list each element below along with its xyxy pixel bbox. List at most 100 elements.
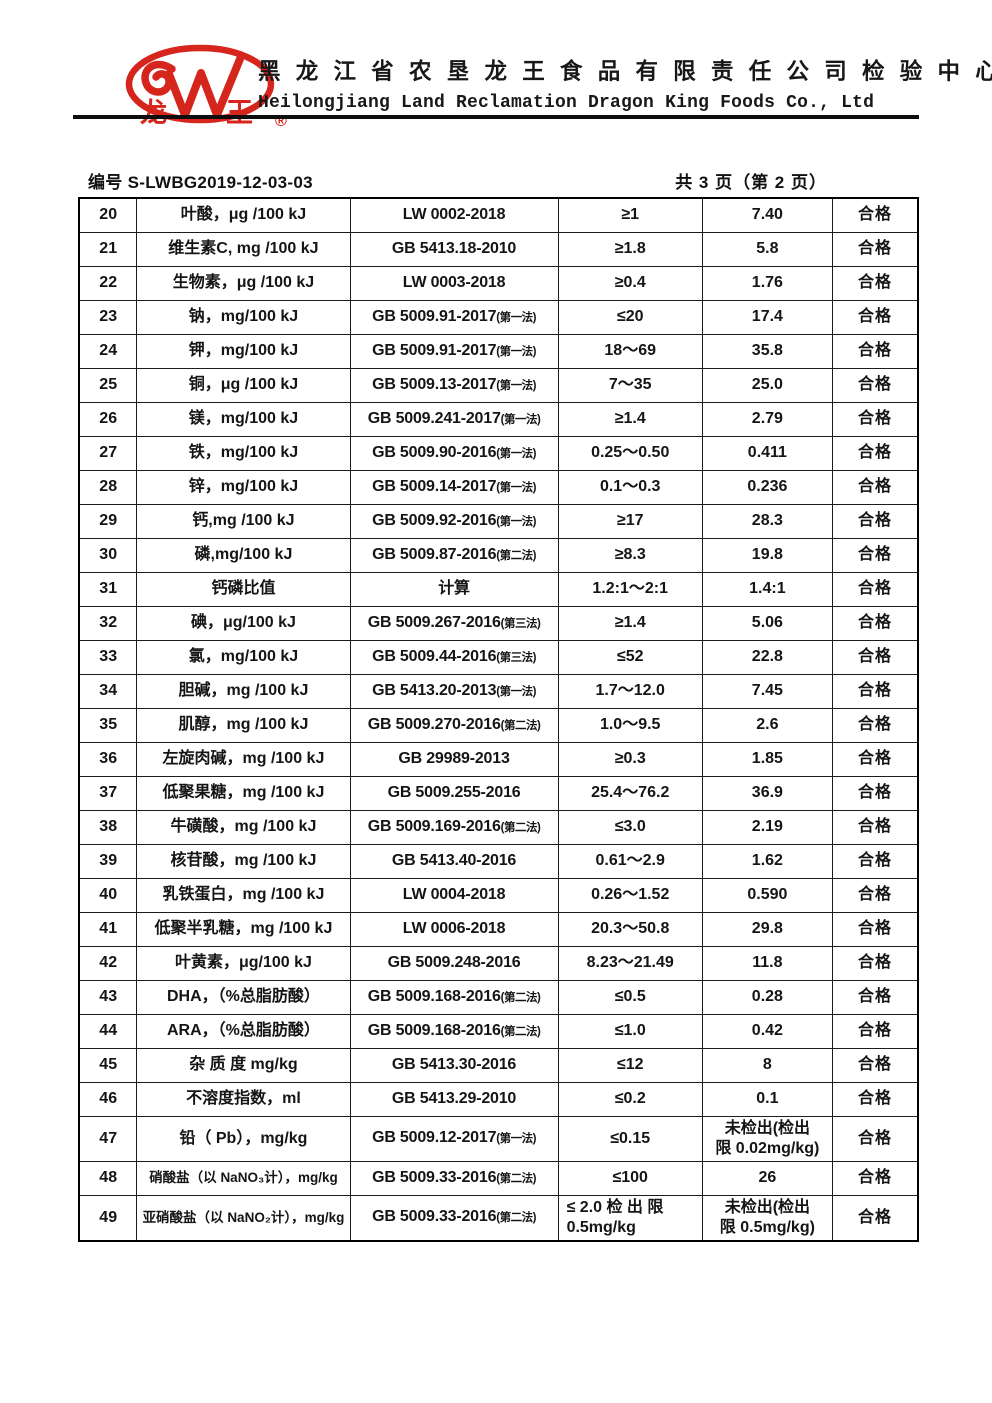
- method-standard-text: GB 5009.168-2016: [367, 1021, 501, 1039]
- company-titles: 黑 龙 江 省 农 垦 龙 王 食 品 有 限 责 任 公 司 检 验 中 心 …: [258, 54, 992, 113]
- table-row: 25 铜，μg /100 kJ GB 5009.13-2017(第一法) 7～3…: [78, 367, 919, 403]
- requirement-value: ≥1.4: [557, 605, 703, 641]
- result-value: 0.1: [701, 1081, 833, 1117]
- conclusion-value: 合格: [831, 911, 919, 947]
- row-number: 27: [78, 435, 138, 471]
- method-note: (第一法): [496, 447, 536, 460]
- requirement-value: ≤3.0: [557, 809, 703, 845]
- method-standard-text: GB 5009.255-2016: [387, 783, 521, 801]
- result-value: 35.8: [701, 333, 833, 369]
- result-value: 11.8: [701, 945, 833, 981]
- table-row: 32 碘，μg/100 kJ GB 5009.267-2016(第三法) ≥1.…: [78, 605, 919, 641]
- requirement-value: 1.0～9.5: [557, 707, 703, 743]
- method-standard-text: GB 5009.13-2017: [372, 375, 497, 393]
- method-standard-text: GB 5009.168-2016: [367, 987, 501, 1005]
- result-value: 0.590: [701, 877, 833, 913]
- method-standard-text: GB 5413.30-2016: [391, 1055, 517, 1073]
- table-row: 26 镁，mg/100 kJ GB 5009.241-2017(第一法) ≥1.…: [78, 401, 919, 437]
- item-name: 铁，mg/100 kJ: [136, 435, 351, 471]
- row-number: 24: [78, 333, 138, 369]
- requirement-value: ≥1: [557, 197, 703, 233]
- method-standard-text: GB 5009.248-2016: [387, 953, 521, 971]
- page-indicator: 共 3 页（第 2 页）: [675, 173, 827, 192]
- table-row: 21 维生素C, mg /100 kJ GB 5413.18-2010 ≥1.8…: [78, 231, 919, 267]
- conclusion-value: 合格: [831, 435, 919, 471]
- table-row: 38 牛磺酸，mg /100 kJ GB 5009.169-2016(第二法) …: [78, 809, 919, 845]
- requirement-value: ≤1.0: [557, 1013, 703, 1049]
- requirement-value: ≤0.5: [557, 979, 703, 1015]
- method-standard-text: LW 0004-2018: [402, 885, 506, 903]
- logo-dragon-spiral: [141, 60, 176, 96]
- result-value: 36.9: [701, 775, 833, 811]
- result-value: 5.8: [701, 231, 833, 267]
- table-row: 36 左旋肉碱，mg /100 kJ GB 29989-2013 ≥0.3 1.…: [78, 741, 919, 777]
- item-name: DHA，（%总脂肪酸）: [136, 979, 351, 1015]
- method-standard: GB 5413.20-2013(第一法): [349, 673, 559, 709]
- method-standard-text: GB 5009.12-2017: [372, 1129, 497, 1146]
- method-standard: 计算: [349, 571, 559, 607]
- table-row: 48 硝酸盐（以 NaNO₃计），mg/kg GB 5009.33-2016(第…: [78, 1160, 919, 1196]
- method-standard: GB 5009.44-2016(第三法): [349, 639, 559, 675]
- conclusion-value: 合格: [831, 265, 919, 301]
- table-row: 23 钠，mg/100 kJ GB 5009.91-2017(第一法) ≤20 …: [78, 299, 919, 335]
- conclusion-value: 合格: [831, 877, 919, 913]
- conclusion-value: 合格: [831, 945, 919, 981]
- result-value: 29.8: [701, 911, 833, 947]
- row-number: 34: [78, 673, 138, 709]
- row-number: 35: [78, 707, 138, 743]
- method-standard-text: GB 5009.14-2017: [372, 477, 497, 495]
- table-row: 35 肌醇，mg /100 kJ GB 5009.270-2016(第二法) 1…: [78, 707, 919, 743]
- result-value: 0.411: [701, 435, 833, 471]
- conclusion-value: 合格: [831, 843, 919, 879]
- table-row: 43 DHA，（%总脂肪酸） GB 5009.168-2016(第二法) ≤0.…: [78, 979, 919, 1015]
- conclusion-value: 合格: [831, 401, 919, 437]
- method-standard: GB 5009.91-2017(第一法): [349, 333, 559, 369]
- method-note: (第二法): [500, 719, 541, 732]
- item-name: 磷,mg/100 kJ: [136, 537, 351, 573]
- item-name: 氯，mg/100 kJ: [136, 639, 351, 675]
- row-number: 46: [78, 1081, 138, 1117]
- method-note: (第二法): [500, 991, 541, 1004]
- method-standard: LW 0006-2018: [349, 911, 559, 947]
- item-name: 胆碱，mg /100 kJ: [136, 673, 351, 709]
- method-standard-text: GB 5009.87-2016: [372, 545, 497, 563]
- method-note: (第二法): [496, 549, 536, 562]
- result-value: 1.76: [701, 265, 833, 301]
- item-name: 碘，μg/100 kJ: [136, 605, 351, 641]
- conclusion-value: 合格: [831, 469, 919, 505]
- conclusion-value: 合格: [831, 1194, 919, 1241]
- table-row: 31 钙磷比值 计算 1.2:1～2:1 1.4:1 合格: [78, 571, 919, 607]
- report-number: 编号 S-LWBG2019-12-03-03: [88, 173, 313, 192]
- result-value: 1.62: [701, 843, 833, 879]
- requirement-value: ≥1.4: [557, 401, 703, 437]
- requirement-value: ≤0.15: [557, 1115, 703, 1162]
- row-number: 21: [78, 231, 138, 267]
- row-number: 42: [78, 945, 138, 981]
- item-name: 低聚果糖，mg /100 kJ: [136, 775, 351, 811]
- result-value: 2.6: [701, 707, 833, 743]
- table-row: 40 乳铁蛋白，mg /100 kJ LW 0004-2018 0.26～1.5…: [78, 877, 919, 913]
- method-note: (第二法): [496, 1172, 536, 1185]
- method-note: (第一法): [496, 481, 536, 494]
- requirement-value: 0.1～0.3: [557, 469, 703, 505]
- row-number: 20: [78, 197, 138, 233]
- method-note: (第一法): [496, 685, 536, 698]
- conclusion-value: 合格: [831, 639, 919, 675]
- item-name: 叶黄素，μg/100 kJ: [136, 945, 351, 981]
- item-name: 叶酸，μg /100 kJ: [136, 197, 351, 233]
- method-standard-text: GB 5009.270-2016: [367, 715, 501, 733]
- item-name: 锌，mg/100 kJ: [136, 469, 351, 505]
- table-row: 34 胆碱，mg /100 kJ GB 5413.20-2013(第一法) 1.…: [78, 673, 919, 709]
- row-number: 32: [78, 605, 138, 641]
- row-number: 40: [78, 877, 138, 913]
- requirement-value: ≤0.2: [557, 1081, 703, 1117]
- test-results-table-wrap: 20 叶酸，μg /100 kJ LW 0002-2018 ≥1 7.40 合格…: [78, 197, 919, 1242]
- doc-info-bar: 编号 S-LWBG2019-12-03-03 共 3 页（第 2 页）: [78, 168, 919, 193]
- table-row: 22 生物素，μg /100 kJ LW 0003-2018 ≥0.4 1.76…: [78, 265, 919, 301]
- method-standard: LW 0002-2018: [349, 197, 559, 233]
- method-standard-text: GB 5413.20-2013: [372, 681, 497, 699]
- item-name: 铅（ Pb），mg/kg: [136, 1115, 351, 1162]
- conclusion-value: 合格: [831, 979, 919, 1015]
- method-standard-text: 计算: [438, 579, 470, 597]
